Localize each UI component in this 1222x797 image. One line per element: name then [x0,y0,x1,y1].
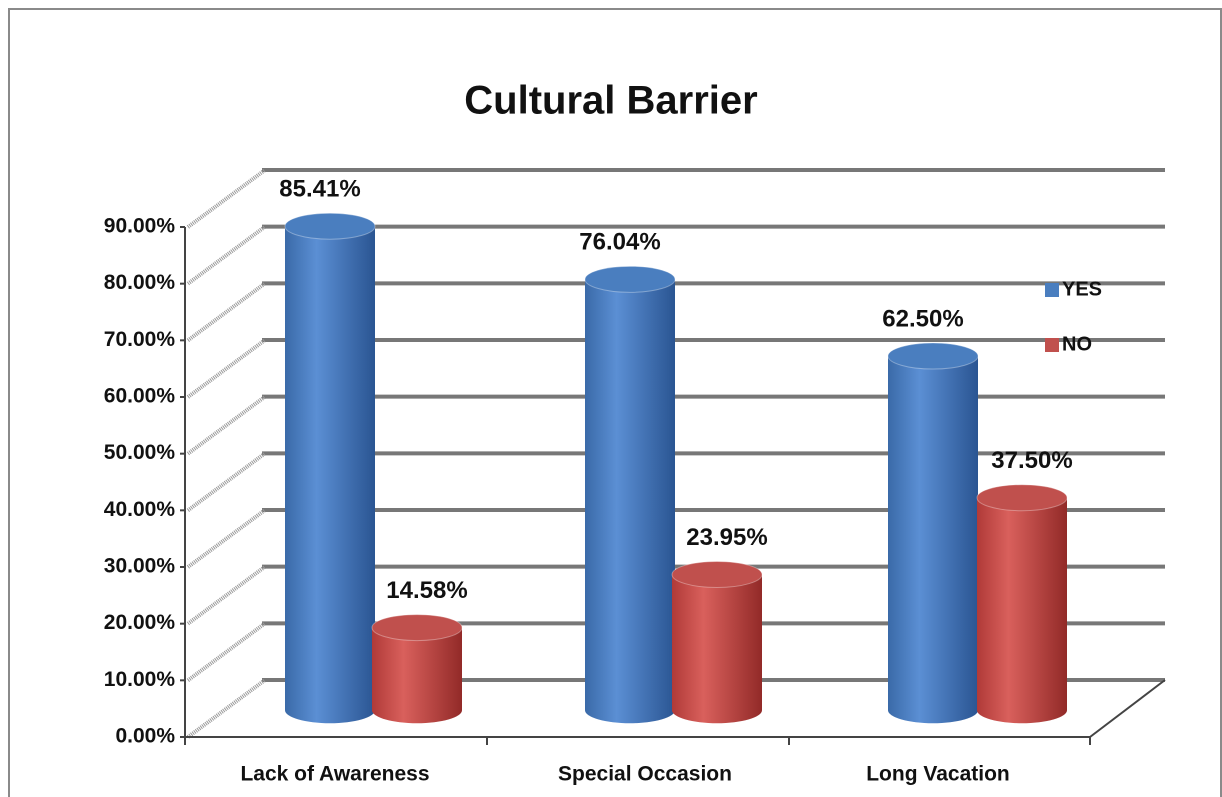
legend-swatch [1045,338,1059,352]
value-label: 62.50% [882,305,963,332]
value-label: 85.41% [279,176,360,203]
bar-top [887,342,979,370]
legend-label: NO [1062,333,1092,355]
bars [284,212,1068,724]
bar-top [976,484,1068,512]
y-tick-label: 60.00% [104,385,176,408]
value-label: 76.04% [579,229,660,256]
value-label: 37.50% [991,447,1072,474]
bar [585,279,675,724]
y-tick-label: 30.00% [104,555,176,578]
y-tick-label: 80.00% [104,271,176,294]
bar [372,627,462,724]
chart-title: Cultural Barrier [464,79,757,123]
value-label: 14.58% [386,577,467,604]
y-tick-label: 0.00% [115,725,175,748]
bar-top [371,614,463,642]
y-tick-label: 10.00% [104,668,176,691]
value-label: 23.95% [686,524,767,551]
legend-swatch [1045,283,1059,297]
y-tick-label: 40.00% [104,498,176,521]
bar-top [284,212,376,240]
floor-edge [1089,679,1166,738]
bar [285,226,376,724]
category-ticks [184,737,1091,745]
y-tick-label: 20.00% [104,611,176,634]
y-tick-label: 70.00% [104,328,176,351]
x-tick-label: Lack of Awareness [240,763,429,786]
x-tick-label: Long Vacation [866,763,1010,786]
bar [977,497,1067,724]
y-tick-label: 90.00% [104,215,176,238]
y-tick-label: 50.00% [104,441,176,464]
bar-top [671,560,763,588]
legend-label: YES [1062,278,1102,300]
bar-top [584,265,676,293]
bar [672,574,762,724]
x-tick-label: Special Occasion [558,763,732,786]
bar [888,356,978,724]
